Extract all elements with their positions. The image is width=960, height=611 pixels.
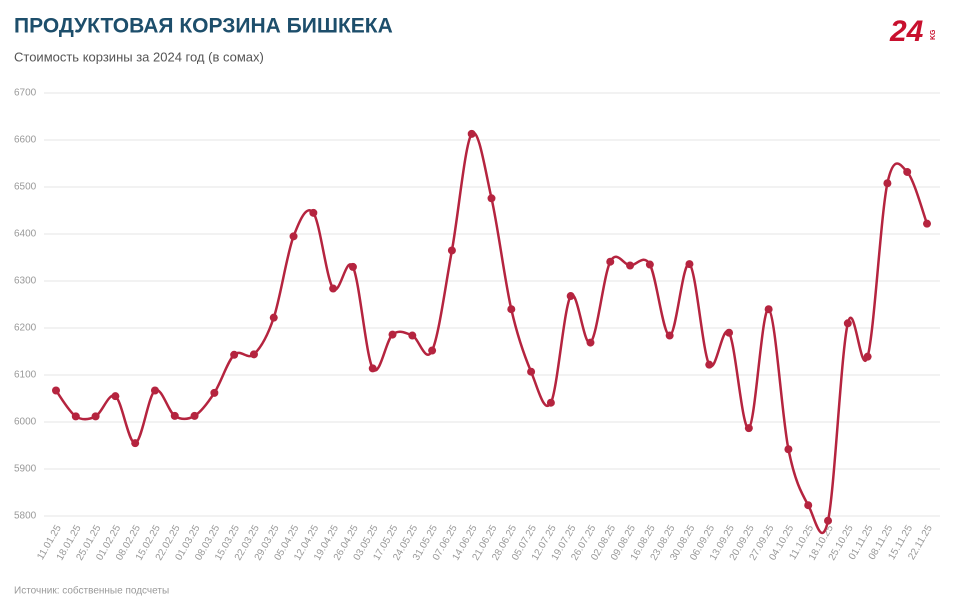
logo: 24 bbox=[889, 15, 924, 48]
point bbox=[566, 292, 575, 301]
point bbox=[210, 388, 219, 397]
point bbox=[626, 261, 635, 270]
point bbox=[487, 194, 496, 203]
point bbox=[705, 360, 714, 369]
point bbox=[428, 346, 437, 355]
point bbox=[606, 257, 615, 266]
point bbox=[586, 338, 595, 347]
point bbox=[329, 284, 338, 293]
point bbox=[71, 412, 80, 421]
point bbox=[348, 262, 357, 271]
point bbox=[388, 330, 397, 339]
point bbox=[150, 386, 159, 395]
point bbox=[764, 305, 773, 314]
point bbox=[111, 392, 120, 401]
y-tick-label: 6400 bbox=[14, 229, 37, 240]
y-tick-label: 6000 bbox=[14, 417, 37, 428]
point bbox=[665, 331, 674, 340]
point bbox=[804, 501, 813, 510]
logo-sub: KG bbox=[930, 29, 937, 40]
point bbox=[190, 411, 199, 420]
point bbox=[685, 260, 694, 269]
y-tick-label: 6500 bbox=[14, 182, 37, 193]
point bbox=[249, 350, 258, 359]
point bbox=[289, 232, 298, 241]
point bbox=[170, 411, 179, 420]
point bbox=[725, 328, 734, 337]
y-tick-label: 6300 bbox=[14, 276, 37, 287]
y-tick-label: 5900 bbox=[14, 464, 37, 475]
point bbox=[923, 219, 931, 228]
point bbox=[230, 350, 239, 359]
point bbox=[744, 424, 753, 433]
line bbox=[54, 131, 929, 535]
point bbox=[507, 305, 516, 314]
point bbox=[527, 367, 536, 376]
point bbox=[447, 246, 456, 255]
point bbox=[467, 129, 476, 138]
point bbox=[269, 313, 278, 322]
point bbox=[52, 386, 60, 395]
chart-title: ПРОДУКТОВАЯ КОРЗИНА БИШКЕКА bbox=[14, 15, 393, 38]
y-tick-label: 6700 bbox=[14, 88, 37, 99]
point bbox=[309, 208, 318, 217]
point bbox=[784, 445, 793, 454]
y-tick-label: 6200 bbox=[14, 323, 37, 334]
point bbox=[546, 398, 555, 407]
point bbox=[131, 439, 140, 448]
y-tick-label: 6100 bbox=[14, 370, 37, 381]
point bbox=[91, 412, 100, 421]
source-note: Источник: собственные подсчеты bbox=[14, 585, 169, 597]
y-tick-label: 6600 bbox=[14, 135, 37, 146]
point bbox=[883, 179, 892, 188]
point bbox=[408, 331, 417, 340]
point bbox=[645, 260, 654, 269]
chart-subtitle: Стоимость корзины за 2024 год (в сомах) bbox=[14, 49, 264, 64]
y-tick-label: 5800 bbox=[14, 511, 37, 522]
point bbox=[824, 516, 833, 525]
point bbox=[863, 352, 872, 361]
point bbox=[368, 364, 377, 373]
point bbox=[903, 167, 912, 176]
point bbox=[843, 319, 852, 328]
